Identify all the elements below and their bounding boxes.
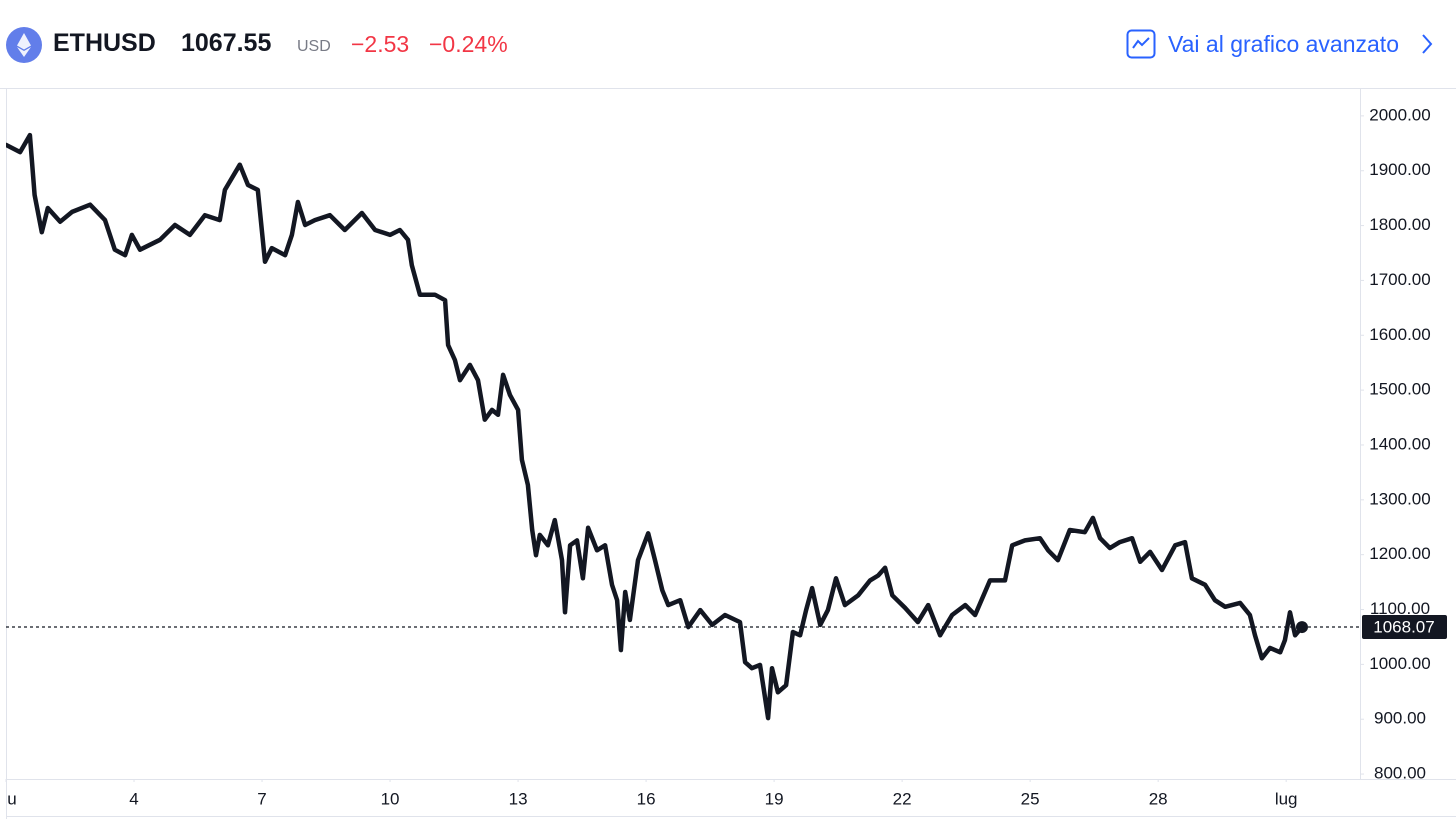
x-tick-label: 22 [893,789,912,808]
x-tick-label: 10 [381,789,400,808]
y-tick-label: 1900.00 [1369,160,1430,179]
change-percent: −0.24% [429,31,508,57]
y-tick-label: 1600.00 [1369,325,1430,344]
symbol: ETHUSD [53,29,156,57]
header: ETHUSD 1067.55 USD −2.53 −0.24% Vai al g… [0,0,1456,88]
y-tick-label: 1200.00 [1369,544,1430,563]
x-tick-label: 16 [637,789,656,808]
current-price-box [1362,615,1447,640]
y-tick-label: 1100.00 [1370,599,1430,618]
x-tick-label: 19 [765,789,784,808]
eth-icon [6,27,42,63]
change: −2.53 [351,31,410,57]
chevron[interactable] [1419,32,1435,56]
y-tick-label: 1300.00 [1369,489,1430,508]
chart-icon[interactable] [1126,29,1156,59]
x-tick-label: lug [1275,789,1298,808]
x-tick-label: 4 [129,789,138,808]
x-tick-label: 7 [257,789,266,808]
y-tick-label: 2000.00 [1369,105,1430,124]
x-tick-label: 28 [1149,789,1168,808]
y-tick-label: 1000.00 [1369,654,1430,673]
x-tick-label: 13 [509,789,528,808]
price: 1067.55 [181,29,272,57]
y-tick-label: 1400.00 [1369,434,1430,453]
y-tick-label: 1700.00 [1369,270,1430,289]
y-tick-label: 900.00 [1374,709,1426,728]
last-point [1295,621,1308,634]
y-tick-label: 800.00 [1374,764,1426,783]
price-line [6,132,1305,721]
x-tick-label: 25 [1021,789,1040,808]
y-tick-label: 1500.00 [1369,380,1430,399]
advanced-chart-link[interactable]: Vai al grafico avanzato [1168,31,1399,57]
currency: USD [297,38,331,55]
current-price-label: 1068.07 [1373,618,1434,637]
y-tick-label: 1800.00 [1369,215,1430,234]
x-tick-label: u [7,789,16,808]
